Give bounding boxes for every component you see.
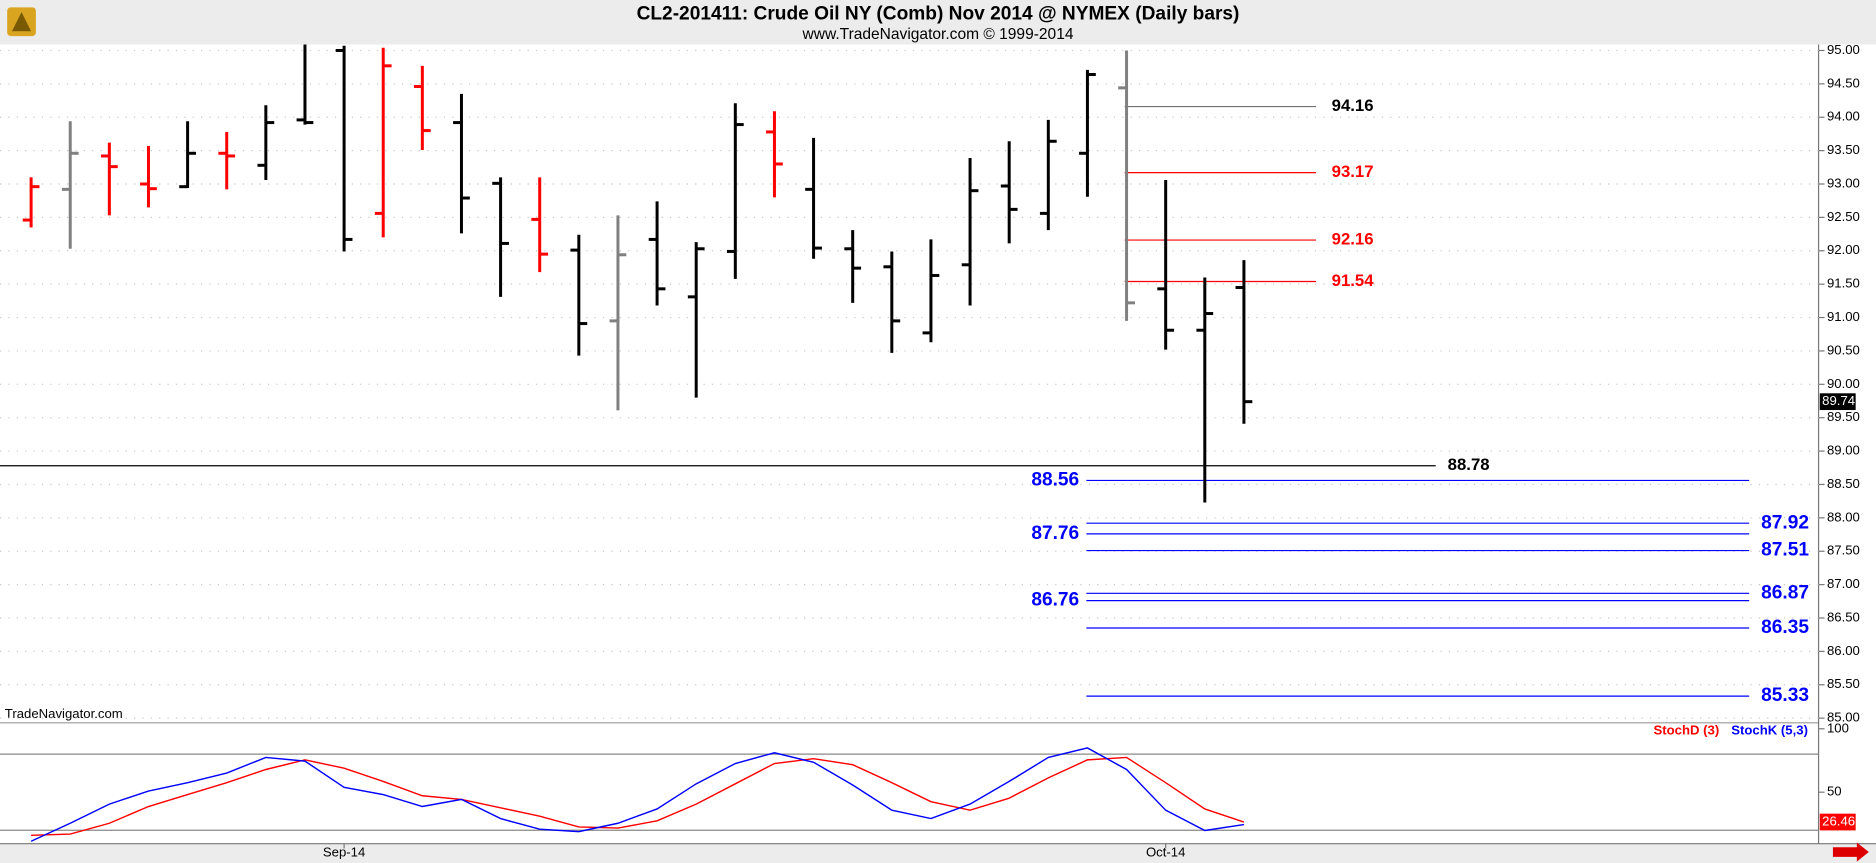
ohlc-bar [1039, 119, 1057, 231]
ohlc-bar [726, 103, 744, 279]
level-label: 87.51 [1761, 540, 1809, 561]
ohlc-bar [140, 145, 157, 208]
chart-title: CL2-201411: Crude Oil NY (Comb) Nov 2014… [637, 4, 1240, 25]
ohlc-bar [1118, 50, 1135, 321]
logo [7, 7, 36, 37]
ohlc-bar [218, 131, 236, 190]
y-tick-label: 87.50 [1827, 543, 1860, 558]
y-tick-label: 90.00 [1827, 376, 1860, 391]
ohlc-bar [1196, 277, 1214, 503]
watermark: TradeNavigator.com [5, 706, 123, 721]
x-tick-label: Oct-14 [1146, 845, 1185, 860]
ohlc-bar [1000, 141, 1018, 244]
y-tick-label: 95.00 [1827, 42, 1860, 57]
level-label: 86.87 [1761, 582, 1809, 603]
y-tick-label: 89.00 [1827, 443, 1860, 458]
ohlc-bar [648, 201, 666, 306]
level-label: 94.16 [1332, 96, 1374, 115]
scroll-arrow[interactable] [1832, 842, 1869, 862]
level-label: 91.54 [1332, 271, 1375, 290]
ohlc-bar [413, 65, 431, 150]
y-tick-label: 91.50 [1827, 276, 1860, 291]
ohlc-bar [1157, 179, 1175, 350]
y-tick-label: 87.00 [1827, 576, 1860, 591]
ohlc-bar [531, 177, 549, 273]
y-tick-label: 94.50 [1827, 75, 1860, 90]
ohlc-bar [100, 142, 118, 216]
ohlc-bar [296, 44, 314, 125]
last-price-tag [1819, 393, 1856, 411]
y-tick-label: 88.00 [1827, 509, 1860, 524]
x-tick-label: Sep-14 [323, 845, 365, 860]
y-tick-label: 92.00 [1827, 242, 1860, 257]
last-stoch-label: 26.46 [1822, 814, 1855, 829]
ohlc-bar [805, 137, 822, 259]
ohlc-bar [61, 121, 79, 249]
y-tick-label: 94.00 [1827, 109, 1860, 124]
level-label: 86.35 [1761, 617, 1809, 638]
y-tick-label: 100 [1827, 720, 1849, 735]
y-tick-label: 89.50 [1827, 409, 1860, 424]
level-label: 85.33 [1761, 685, 1809, 706]
y-tick-label: 90.50 [1827, 342, 1860, 357]
chart-subtitle: www.TradeNavigator.com © 1999-2014 [802, 26, 1074, 43]
level-label: 87.76 [1031, 523, 1079, 544]
stoch-line [30, 747, 1245, 842]
stoch-line [31, 756, 1245, 837]
last-price-label: 89.74 [1822, 393, 1855, 408]
y-tick-label: 93.00 [1827, 175, 1860, 190]
y-tick-label: 85.50 [1827, 676, 1860, 691]
ohlc-bar [922, 239, 940, 343]
ohlc-bar [453, 93, 470, 234]
y-tick-label: 91.00 [1827, 309, 1860, 324]
ohlc-bar [1079, 69, 1096, 197]
legend-entry: StochD (3) [1653, 723, 1719, 738]
ohlc-bar [492, 177, 509, 297]
logo-shape [11, 12, 32, 32]
ohlc-bar [1235, 260, 1253, 424]
ohlc-bar [687, 242, 705, 398]
ohlc-bar [609, 215, 627, 411]
ohlc-bar [766, 111, 783, 198]
y-tick-label: 93.50 [1827, 142, 1860, 157]
y-tick-label: 88.50 [1827, 476, 1860, 491]
level-label: 92.16 [1332, 230, 1374, 249]
level-label: 93.17 [1332, 162, 1374, 181]
legend-entry: StochK (5,3) [1731, 723, 1808, 738]
last-stoch-tag [1819, 813, 1856, 831]
y-tick-label: 50 [1827, 784, 1842, 799]
ohlc-bar [844, 230, 862, 303]
plot-area [0, 44, 1819, 844]
ohlc-bar [961, 157, 979, 306]
axis-area [1818, 44, 1876, 844]
ohlc-bar [22, 177, 40, 228]
ohlc-bar [179, 121, 196, 189]
level-label: 88.78 [1448, 455, 1490, 474]
ohlc-bar [883, 251, 901, 353]
y-tick-label: 92.50 [1827, 209, 1860, 224]
y-tick-label: 85.00 [1827, 710, 1860, 725]
level-label: 88.56 [1031, 470, 1079, 491]
ohlc-bar [257, 105, 275, 180]
level-label: 86.76 [1031, 590, 1079, 611]
y-tick-label: 86.00 [1827, 643, 1860, 658]
ohlc-bar [374, 47, 392, 238]
ohlc-bar [570, 234, 588, 356]
level-label: 87.92 [1761, 512, 1809, 533]
ohlc-bar [335, 45, 353, 252]
y-tick-label: 86.50 [1827, 609, 1860, 624]
